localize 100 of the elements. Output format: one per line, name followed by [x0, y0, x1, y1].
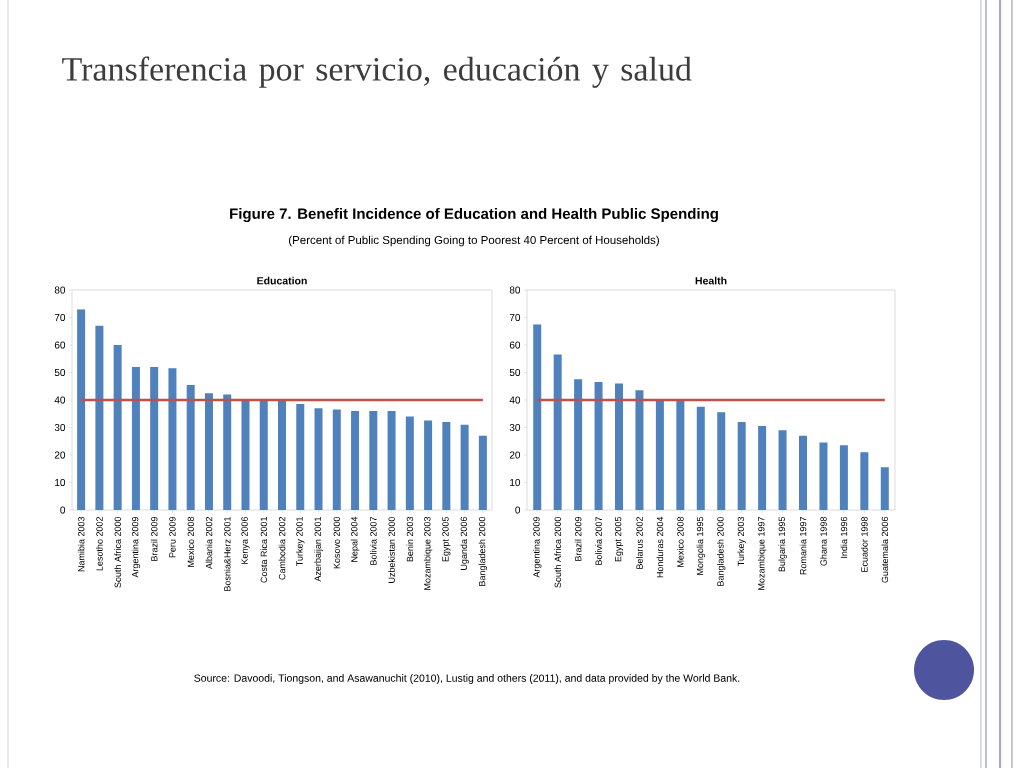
bar	[615, 383, 624, 510]
x-tick-label: Nepal 2004	[350, 516, 360, 562]
x-tick-label: South Africa 2000	[554, 516, 561, 588]
bar	[223, 394, 232, 510]
y-tick-label: 50	[54, 368, 66, 377]
bar	[533, 324, 542, 510]
y-tick-label: 10	[55, 478, 66, 487]
bar	[553, 354, 562, 510]
x-tick-label: Turkey 2003	[737, 516, 746, 567]
x-tick-label: Mozambique 1997	[757, 517, 767, 590]
bar	[676, 400, 685, 510]
y-tick-label: 70	[54, 313, 66, 322]
x-tick-label: Costa Rica 2001	[260, 516, 268, 583]
bar	[594, 382, 603, 510]
bar	[696, 406, 705, 510]
bar	[635, 390, 644, 510]
y-tick-label: 70	[509, 313, 521, 322]
y-tick-label: 30	[54, 423, 66, 432]
x-tick-label: Kenya 2006	[241, 516, 250, 564]
x-tick-label: Ecuador 1998	[861, 516, 868, 572]
y-tick-label: 20	[54, 451, 66, 459]
x-tick-label: Mexico 2008	[187, 516, 195, 567]
x-tick-label: Uganda 2006	[460, 516, 469, 570]
x-tick-label: Peru 2009	[169, 516, 176, 558]
source-note: Source: Davoodi, Tiongson, and Asawanuchit (2010), Lustig and others (2011), and data provided by the World Bank.	[194, 674, 740, 684]
y-tick-label: 60	[54, 341, 66, 349]
bar	[819, 442, 828, 510]
bar	[799, 435, 808, 510]
x-tick-label: Lesotho 2002	[96, 517, 103, 571]
x-tick-label: Bangladesh 2000	[717, 516, 726, 586]
bar	[204, 393, 213, 510]
x-tick-label: Turkey 2001	[296, 516, 305, 567]
bar	[332, 409, 341, 510]
y-tick-label: 30	[509, 423, 521, 432]
bar	[314, 408, 323, 510]
x-tick-label: Bolivia 2007	[595, 517, 602, 565]
x-tick-label: Bosnia&Herz 2001	[223, 516, 231, 591]
x-tick-label: South Africa 2000	[114, 516, 121, 588]
x-tick-label: Bangladesh 2000	[478, 516, 488, 586]
bar	[574, 379, 583, 510]
y-tick-label: 20	[509, 451, 521, 459]
bar	[150, 367, 159, 510]
bar	[387, 411, 396, 510]
text: Transferencia por servicio, educación y salud	[62, 56, 692, 88]
bar	[95, 325, 104, 510]
x-tick-label: Benin 2003	[406, 516, 414, 562]
x-tick-label: Kosovo 2000	[333, 516, 340, 569]
x-tick-label: Mongolia 1995	[696, 516, 705, 575]
bar	[778, 430, 787, 510]
bar	[860, 452, 869, 510]
bar	[77, 309, 86, 510]
x-tick-label: Cambodia 2002	[278, 517, 286, 580]
caption: Figure 7. Benefit Incidence of Education and Health Public Spending	[230, 207, 718, 223]
text: (Percent of Public Spending Going to Poorest 40 Percent of Households)	[289, 235, 659, 247]
x-tick-label: Albania 2002	[205, 517, 213, 570]
x-tick-label: Argentina 2009	[533, 516, 542, 578]
x-tick-label: Bolivia 2007	[370, 517, 377, 565]
bar	[278, 400, 286, 510]
x-tick-label: Mexico 2008	[677, 516, 684, 567]
bar	[259, 400, 268, 510]
bar	[424, 420, 433, 510]
bar	[296, 404, 305, 510]
bar	[168, 368, 177, 510]
chart-title: Health	[695, 276, 727, 285]
chart-title: Education	[257, 276, 307, 285]
x-tick-label: Honduras 2004	[656, 516, 664, 578]
y-tick-label: 80	[54, 286, 66, 294]
x-tick-label: Bulgaria 1995	[778, 516, 787, 572]
y-tick-label: 0	[60, 506, 66, 514]
y-tick-label: 40	[54, 396, 66, 404]
bar	[442, 422, 451, 510]
x-tick-label: Namibia 2003	[77, 516, 85, 572]
x-tick-label: Azerbaijan 2001	[314, 516, 323, 582]
bar	[405, 416, 414, 510]
bar	[758, 426, 767, 510]
y-tick-label: 60	[509, 341, 521, 349]
bar	[241, 400, 250, 510]
x-tick-label: Egypt 2005	[442, 516, 451, 562]
x-tick-label: Brazil 2009	[574, 516, 582, 561]
x-tick-label: Uzbekistan 2000	[388, 516, 395, 583]
x-tick-label: Ghana 1998	[820, 516, 827, 566]
bar	[113, 345, 122, 510]
y-tick-label: 40	[509, 396, 521, 404]
x-tick-label: Mozambique 2003	[423, 516, 433, 590]
x-tick-label: Romania 1997	[799, 517, 807, 575]
y-tick-label: 10	[510, 478, 521, 487]
x-tick-label: India 1996	[840, 516, 848, 558]
bar	[131, 367, 140, 510]
y-tick-label: 0	[515, 506, 521, 514]
bar	[460, 424, 469, 510]
bar	[717, 412, 726, 510]
bar	[880, 467, 889, 510]
bar	[351, 411, 360, 510]
bar	[737, 422, 746, 510]
x-tick-label: Brazil 2009	[150, 516, 158, 561]
x-tick-label: Belarus 2002	[636, 517, 643, 569]
bar	[369, 411, 378, 510]
bar	[186, 384, 195, 510]
x-tick-label: Guatemala 2006	[881, 516, 889, 583]
x-tick-label: Argentina 2009	[131, 516, 141, 578]
